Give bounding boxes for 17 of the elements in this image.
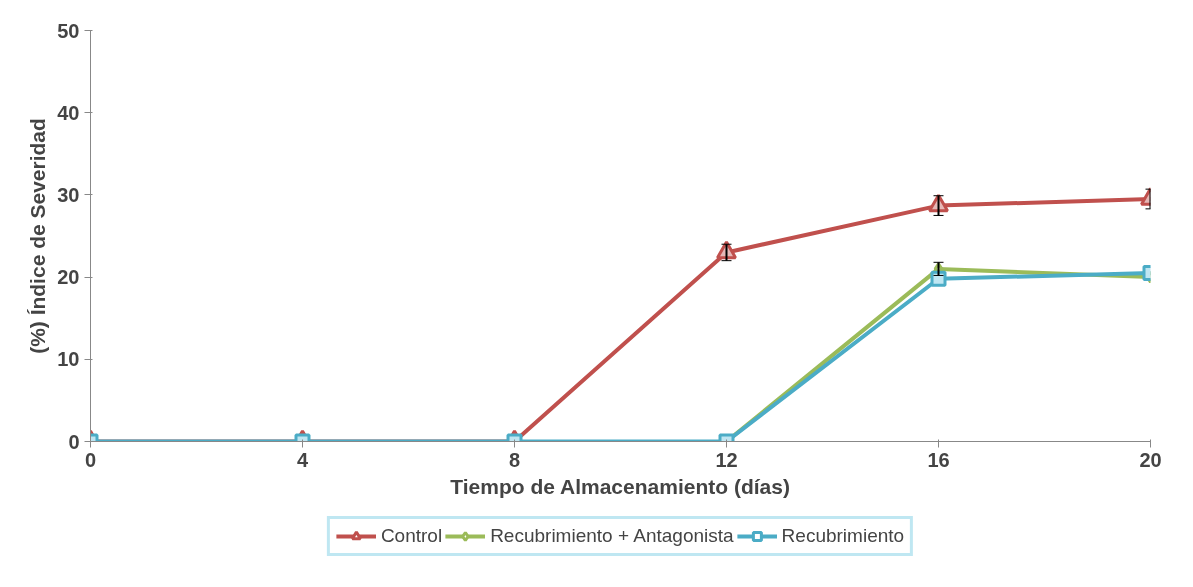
y-axis-title: (%) Índice de Severidad bbox=[26, 118, 50, 354]
y-tick-label: 50 bbox=[57, 19, 80, 42]
x-tick-label: 0 bbox=[84, 448, 97, 471]
y-tick-label: 20 bbox=[57, 266, 80, 289]
x-tick-label: 12 bbox=[715, 448, 738, 471]
y-tick-label: 30 bbox=[57, 183, 80, 206]
x-axis-title: Tiempo de Almacenamiento (días) bbox=[450, 474, 790, 498]
x-tick-label: 4 bbox=[296, 448, 309, 471]
x-tick-label: 8 bbox=[508, 448, 521, 471]
legend-label: Control bbox=[380, 525, 443, 547]
legend-label: Recubrimiento bbox=[781, 525, 905, 547]
x-tick-label: 20 bbox=[1139, 448, 1162, 471]
x-tick-label: 16 bbox=[927, 448, 950, 471]
y-tick-label: 40 bbox=[57, 101, 80, 124]
y-tick-label: 10 bbox=[57, 348, 80, 371]
legend-label: Recubrimiento + Antagonista bbox=[490, 525, 734, 547]
y-tick-label: 0 bbox=[68, 430, 80, 453]
